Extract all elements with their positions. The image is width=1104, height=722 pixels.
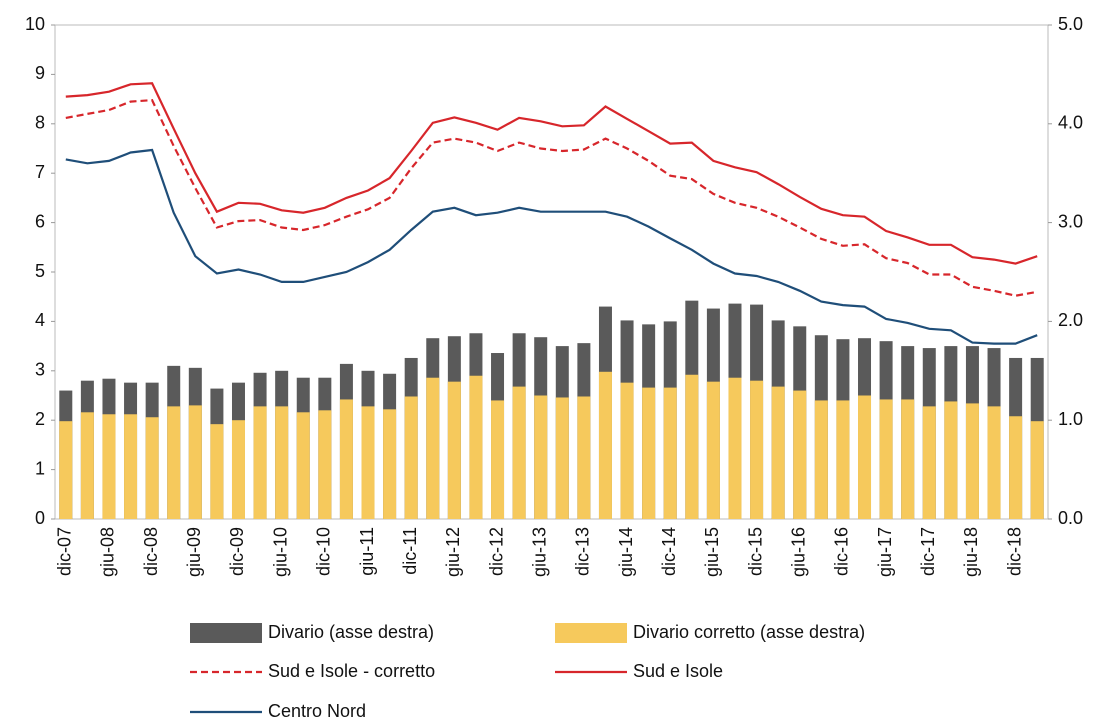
x-tick-label: dic-11	[400, 527, 420, 575]
legend-label: Sud e Isole - corretto	[268, 661, 435, 681]
x-tick-label: dic-08	[141, 527, 161, 576]
bar	[167, 406, 181, 519]
legend-swatch	[555, 623, 627, 643]
bar	[512, 386, 526, 519]
bar	[922, 406, 936, 519]
bar	[383, 409, 397, 519]
y2-tick-label: 5.0	[1058, 14, 1083, 34]
x-tick-label: giu-11	[357, 527, 377, 576]
x-tick-label: dic-18	[1004, 527, 1024, 576]
y2-tick-label: 4.0	[1058, 113, 1083, 133]
bar	[620, 382, 634, 519]
bar	[901, 399, 915, 519]
bar	[491, 400, 505, 519]
bar	[447, 381, 461, 519]
x-tick-label: dic-09	[227, 527, 247, 576]
x-tick-label: giu-15	[702, 527, 722, 577]
y-tick-label: 0	[35, 508, 45, 528]
x-tick-label: giu-13	[529, 527, 549, 577]
x-tick-label: dic-07	[55, 527, 75, 576]
line	[65, 98, 1038, 297]
bar	[685, 374, 699, 519]
bar	[706, 381, 720, 519]
y-tick-label: 1	[35, 458, 45, 478]
x-tick-label: dic-15	[745, 527, 765, 576]
y-tick-label: 10	[25, 14, 45, 34]
legend-label: Divario (asse destra)	[268, 622, 434, 642]
bar	[598, 371, 612, 519]
bar	[188, 405, 202, 519]
x-tick-label: dic-14	[659, 527, 679, 576]
bar	[728, 377, 742, 519]
bar	[59, 421, 73, 519]
x-tick-label: giu-12	[443, 527, 463, 577]
legend-label: Divario corretto (asse destra)	[633, 622, 865, 642]
legend-swatch	[190, 623, 262, 643]
y-tick-label: 8	[35, 113, 45, 133]
x-tick-label: giu-18	[961, 527, 981, 577]
bar	[814, 400, 828, 519]
bar	[275, 406, 289, 519]
bar	[426, 377, 440, 519]
line	[65, 82, 1038, 265]
y2-tick-label: 1.0	[1058, 409, 1083, 429]
x-tick-label: dic-17	[918, 527, 938, 576]
bar	[296, 412, 310, 519]
y-tick-label: 5	[35, 261, 45, 281]
bar	[1009, 416, 1023, 519]
bar	[793, 390, 807, 519]
bar	[469, 375, 483, 519]
bar	[339, 399, 353, 519]
x-tick-label: giu-17	[875, 527, 895, 577]
bar	[361, 406, 375, 519]
bar	[987, 406, 1001, 519]
y-tick-label: 3	[35, 360, 45, 380]
y2-tick-label: 0.0	[1058, 508, 1083, 528]
bar	[318, 410, 332, 519]
bar	[555, 397, 569, 519]
bar	[80, 412, 94, 519]
bar	[210, 424, 224, 519]
legend-label: Centro Nord	[268, 701, 366, 721]
x-tick-label: dic-13	[573, 527, 593, 576]
x-tick-label: dic-16	[832, 527, 852, 576]
y-tick-label: 9	[35, 63, 45, 83]
bar	[663, 387, 677, 519]
bar	[102, 414, 116, 519]
x-tick-label: dic-12	[486, 527, 506, 576]
bar	[965, 403, 979, 519]
bar	[404, 396, 418, 519]
x-tick-label: giu-10	[270, 527, 290, 577]
bar	[534, 395, 548, 519]
plot-frame	[54, 24, 1049, 520]
x-tick-label: dic-10	[314, 527, 334, 576]
bar	[879, 399, 893, 519]
y-tick-label: 2	[35, 409, 45, 429]
bar	[124, 414, 138, 519]
legend-label: Sud e Isole	[633, 661, 723, 681]
line	[65, 148, 1038, 345]
bar	[253, 406, 267, 519]
x-tick-label: giu-16	[789, 527, 809, 577]
y-tick-label: 4	[35, 310, 45, 330]
x-tick-label: giu-09	[184, 527, 204, 577]
bar	[750, 380, 764, 519]
y2-tick-label: 2.0	[1058, 310, 1083, 330]
bar	[771, 386, 785, 519]
bar	[836, 400, 850, 519]
bar	[145, 417, 159, 519]
y2-tick-label: 3.0	[1058, 211, 1083, 231]
y-tick-label: 6	[35, 211, 45, 231]
bar	[577, 396, 591, 519]
x-tick-label: giu-14	[616, 527, 636, 577]
x-tick-label: giu-08	[98, 527, 118, 577]
bar	[944, 401, 958, 519]
y-tick-label: 7	[35, 162, 45, 182]
bar	[1030, 421, 1044, 519]
bar	[231, 420, 245, 519]
bar	[642, 387, 656, 519]
bar	[858, 395, 872, 519]
